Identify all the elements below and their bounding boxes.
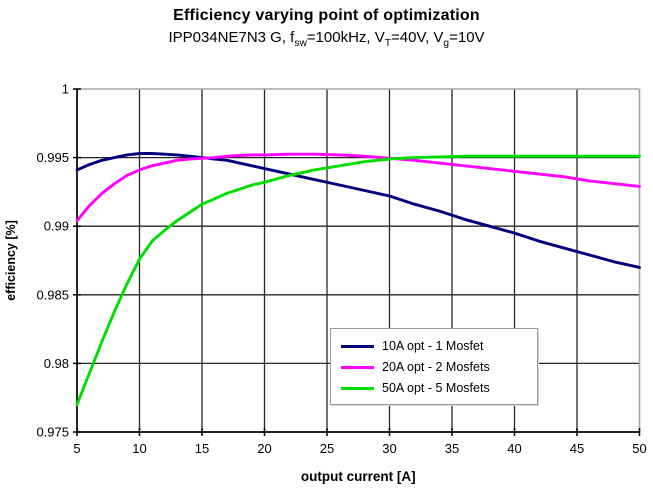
x-tick-labels: 5 10 15 20 25 30 35 40 45 50: [73, 441, 646, 456]
x-tick-label: 5: [73, 441, 80, 456]
legend-label: 50A opt - 5 Mosfets: [382, 381, 490, 395]
subtitle-text: =40V, V: [391, 29, 444, 46]
x-tick-label: 25: [320, 441, 334, 456]
series-line-1: [75, 152, 641, 269]
x-axis-title: output current [A]: [301, 469, 416, 484]
legend-label: 20A opt - 2 Mosfets: [382, 360, 490, 374]
subtitle-text: =100kHz, V: [306, 29, 385, 46]
x-tick-label: 50: [632, 441, 646, 456]
subtitle-text: =10V: [449, 29, 485, 46]
subtitle-sub-t: T: [384, 38, 391, 49]
series-line-2: [75, 152, 641, 223]
series-line-3: [75, 154, 641, 407]
x-tick-label: 15: [195, 441, 209, 456]
y-tick-labels: 0.975 0.98 0.985 0.99 0.995 1: [36, 82, 69, 440]
x-tick-label: 10: [132, 441, 146, 456]
chart-legend: 10A opt - 1 Mosfet 20A opt - 2 Mosfets 5…: [330, 328, 538, 405]
y-tick-label: 0.995: [36, 150, 69, 165]
x-tick-label: 35: [445, 441, 459, 456]
y-tick-label: 0.975: [36, 425, 69, 440]
legend-label: 10A opt - 1 Mosfet: [382, 339, 484, 353]
chart-title: Efficiency varying point of optimization: [173, 7, 480, 24]
legend-swatch-magenta: [341, 365, 374, 369]
legend-item-10a: 10A opt - 1 Mosfet: [341, 336, 527, 356]
gridlines: [77, 89, 640, 432]
x-tick-label: 40: [507, 441, 521, 456]
legend-swatch-navy: [341, 344, 374, 348]
y-tick-label: 0.98: [44, 356, 69, 371]
x-tick-label: 30: [382, 441, 396, 456]
legend-item-50a: 50A opt - 5 Mosfets: [341, 378, 527, 398]
x-tick-label: 20: [257, 441, 271, 456]
axis-titles: output current [A] efficiency [%]: [4, 220, 416, 484]
plot-border: [77, 88, 641, 432]
axes: [76, 89, 640, 433]
y-tick-label: 0.985: [36, 287, 69, 302]
x-tick-label: 45: [570, 441, 584, 456]
subtitle-text: IPP034NE7N3 G, f: [168, 29, 295, 46]
y-tick-label: 0.99: [44, 219, 69, 234]
tick-marks: [73, 88, 641, 436]
y-axis-title: efficiency [%]: [4, 220, 18, 301]
legend-item-20a: 20A opt - 2 Mosfets: [341, 357, 527, 377]
y-tick-label: 1: [62, 82, 69, 97]
chart-subtitle: IPP034NE7N3 G, fsw=100kHz, VT=40V, Vg=10…: [0, 29, 653, 49]
legend-swatch-green: [341, 386, 374, 390]
series-lines: [75, 152, 641, 407]
subtitle-sub-g: g: [443, 38, 450, 49]
subtitle-sub-sw: sw: [294, 38, 307, 49]
